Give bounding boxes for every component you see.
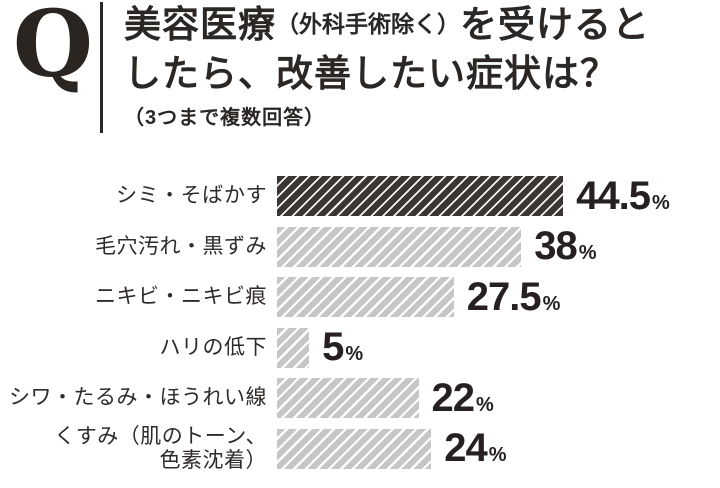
title-line-2: したら、改善したい症状は？ (124, 53, 618, 94)
header: 美容医療（外科手術除く）を受けると したら、改善したい症状は？ （3つまで複数回… (124, 0, 650, 130)
bar-area: 44.5% (277, 174, 720, 219)
category-label: ニキビ・ニキビ痕 (0, 285, 277, 309)
percent-sign: % (542, 292, 561, 315)
chart-row: シワ・たるみ・ほうれい線 22% (0, 373, 720, 424)
value-number: 5 (322, 325, 344, 370)
chart-row: くすみ（肌のトーン、 色素沈着） 24% (0, 424, 720, 475)
value-label: 22% (432, 376, 494, 421)
chart-rows: シミ・そばかす 44.5% 毛穴汚れ・黒ずみ 38% ニキビ・ニキビ痕 27.5… (0, 171, 720, 474)
bar-area: 22% (277, 376, 720, 421)
chart-row: 毛穴汚れ・黒ずみ 38% (0, 222, 720, 273)
percent-sign: % (476, 393, 494, 416)
category-label-line: シミ・そばかす (116, 184, 267, 208)
subtitle: （3つまで複数回答） (124, 107, 326, 129)
bar (277, 378, 419, 419)
bar (277, 176, 564, 217)
bar-area: 5% (277, 325, 720, 370)
bar-area: 24% (277, 426, 720, 471)
category-label: くすみ（肌のトーン、 色素沈着） (0, 425, 277, 473)
category-label-line: シワ・たるみ・ほうれい線 (9, 386, 267, 410)
bar-area: 27.5% (277, 275, 720, 320)
chart-row: ニキビ・ニキビ痕 27.5% (0, 272, 720, 323)
chart-row: ハリの低下 5% (0, 323, 720, 374)
category-label-line: ニキビ・ニキビ痕 (95, 285, 267, 309)
value-label: 44.5% (576, 174, 670, 219)
category-label-line: ハリの低下 (159, 335, 267, 359)
value-label: 38% (534, 224, 596, 269)
percent-sign: % (651, 191, 670, 214)
value-label: 27.5% (467, 275, 561, 320)
title-small-note: （外科手術除く） (276, 11, 460, 37)
bar (277, 327, 310, 368)
category-label: ハリの低下 (0, 336, 277, 360)
title-line-1: 美容医療（外科手術除く）を受けると (124, 0, 650, 49)
percent-sign: % (488, 444, 507, 467)
value-label: 5% (322, 325, 363, 370)
value-number: 22 (431, 375, 475, 420)
question-mark-logo: Q (12, 0, 94, 98)
title-part-1: 美容医療 (124, 4, 276, 45)
bar-area: 38% (277, 224, 720, 269)
category-label-line: 毛穴汚れ・黒ずみ (95, 234, 267, 258)
category-label: シミ・そばかす (0, 184, 277, 208)
bar-chart: シミ・そばかす 44.5% 毛穴汚れ・黒ずみ 38% ニキビ・ニキビ痕 27.5… (0, 171, 720, 474)
percent-sign: % (578, 242, 597, 265)
category-label-line: 色素沈着） (159, 448, 267, 472)
category-label-line: くすみ（肌のトーン、 (54, 424, 267, 448)
value-number: 24 (444, 426, 487, 471)
category-label: 毛穴汚れ・黒ずみ (0, 235, 277, 259)
value-number: 44.5 (576, 173, 651, 218)
chart-row: シミ・そばかす 44.5% (0, 171, 720, 222)
value-number: 38 (534, 224, 577, 269)
title-part-2: を受けると (460, 4, 650, 45)
value-label: 24% (444, 426, 506, 471)
value-number: 27.5 (466, 274, 542, 319)
vertical-divider (100, 2, 103, 133)
bar (277, 277, 454, 318)
bar (277, 428, 432, 469)
bar (277, 226, 522, 267)
percent-sign: % (345, 343, 364, 366)
category-label: シワ・たるみ・ほうれい線 (0, 386, 277, 410)
